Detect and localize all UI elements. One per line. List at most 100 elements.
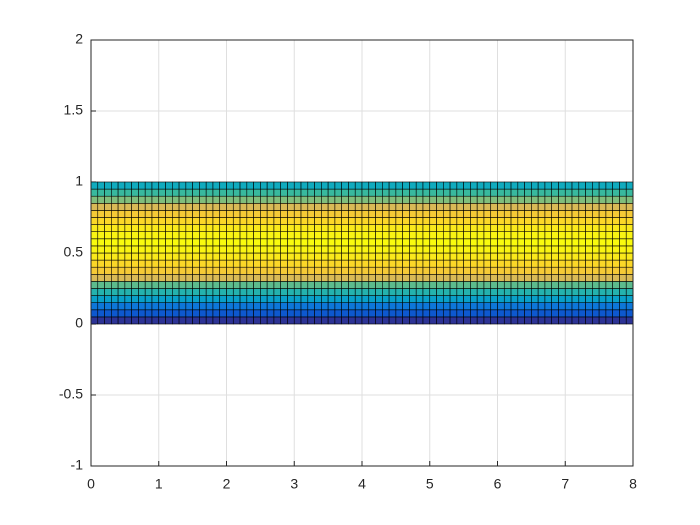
surface-cell: [158, 288, 166, 296]
surface-cell: [280, 245, 288, 254]
surface-cell: [178, 295, 187, 304]
surface-cell: [287, 231, 295, 240]
surface-cell: [497, 188, 505, 197]
surface-cell: [287, 252, 295, 261]
surface-cell: [287, 203, 295, 211]
surface-cell: [260, 309, 268, 318]
surface-cell: [531, 288, 539, 296]
surface-cell: [551, 266, 559, 275]
surface-cell: [544, 210, 552, 218]
surface-cell: [592, 266, 600, 275]
surface-cell: [212, 259, 221, 268]
surface-cell: [456, 181, 464, 190]
surface-cell: [490, 181, 498, 190]
surface-cell: [436, 295, 444, 304]
surface-cell: [293, 309, 302, 318]
surface-cell: [253, 281, 261, 289]
surface-cell: [564, 238, 573, 247]
surface-cell: [490, 252, 498, 261]
surface-cell: [625, 252, 634, 261]
surface-cell: [605, 295, 613, 304]
surface-cell: [138, 259, 146, 268]
surface-cell: [517, 281, 525, 289]
surface-cell: [90, 316, 99, 325]
surface-cell: [232, 217, 241, 225]
surface-cell: [470, 281, 478, 289]
surface-cell: [185, 273, 193, 282]
surface-cell: [104, 316, 112, 325]
surface-cell: [531, 195, 539, 204]
surface-cell: [131, 252, 139, 261]
surface-cell: [239, 259, 248, 268]
surface-cell: [361, 224, 370, 233]
surface-cell: [165, 259, 173, 268]
surface-cell: [348, 295, 356, 304]
surface-cell: [558, 195, 566, 204]
surface-cell: [612, 217, 620, 225]
surface-cell: [490, 217, 498, 225]
surface-cell: [165, 309, 173, 318]
surface-cell: [307, 181, 315, 190]
surface-cell: [571, 217, 580, 225]
surface-cell: [192, 245, 200, 254]
surface-cell: [172, 238, 180, 247]
surface-cell: [266, 203, 275, 211]
surface-cell: [537, 281, 546, 289]
surface-cell: [415, 266, 424, 275]
surface-cell: [111, 238, 119, 247]
surface-cell: [503, 188, 512, 197]
surface-cell: [531, 217, 539, 225]
surface-cell: [354, 295, 363, 304]
surface-cell: [334, 181, 342, 190]
surface-cell: [131, 302, 139, 311]
surface-cell: [314, 288, 322, 296]
surface-cell: [104, 217, 112, 225]
surface-cell: [598, 245, 607, 254]
surface-cell: [449, 195, 458, 204]
surface-cell: [578, 203, 586, 211]
surface-cell: [524, 181, 532, 190]
surface-cell: [531, 281, 539, 289]
surface-cell: [232, 195, 241, 204]
surface-cell: [598, 295, 607, 304]
surface-cell: [90, 217, 99, 225]
surface-cell: [165, 281, 173, 289]
surface-cell: [476, 309, 485, 318]
surface-cell: [158, 203, 166, 211]
surface-cell: [287, 288, 295, 296]
surface-cell: [612, 281, 620, 289]
surface-cell: [375, 295, 383, 304]
surface-cell: [144, 295, 153, 304]
surface-cell: [178, 316, 187, 325]
x-tick-label: 3: [290, 476, 298, 492]
surface-cell: [409, 245, 417, 254]
surface-cell: [260, 273, 268, 282]
surface-cell: [124, 188, 132, 197]
surface-cell: [449, 288, 458, 296]
surface-cell: [199, 295, 207, 304]
surface-cell: [503, 273, 512, 282]
surface-cell: [585, 252, 593, 261]
surface-cell: [185, 309, 193, 318]
surface-cell: [612, 210, 620, 218]
surface-cell: [117, 217, 126, 225]
surface-cell: [605, 316, 613, 325]
surface-cell: [585, 195, 593, 204]
surface-cell: [395, 252, 403, 261]
surface-cell: [232, 210, 241, 218]
surface-cell: [524, 188, 532, 197]
surface-cell: [490, 195, 498, 204]
surface-cell: [490, 316, 498, 325]
surface-cell: [144, 288, 153, 296]
surface-cell: [253, 259, 261, 268]
surface-cell: [517, 210, 525, 218]
surface-cell: [321, 245, 329, 254]
surface-cell: [260, 259, 268, 268]
surface-cell: [409, 188, 417, 197]
surface-cell: [348, 309, 356, 318]
surface-cell: [158, 195, 166, 204]
surface-cell: [334, 316, 342, 325]
surface-cell: [585, 203, 593, 211]
surface-cell: [442, 288, 451, 296]
surface-cell: [151, 203, 160, 211]
